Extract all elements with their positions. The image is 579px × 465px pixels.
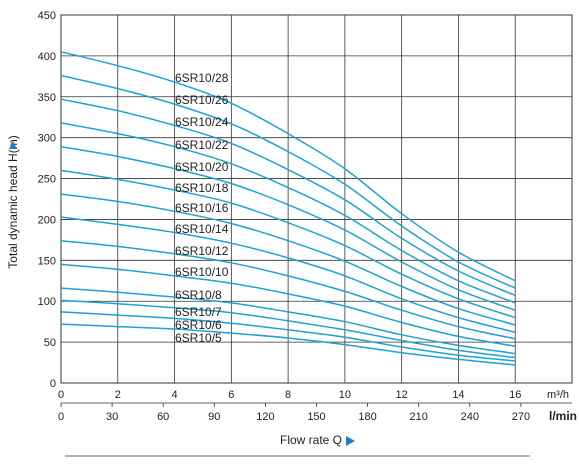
series-label: 6SR10/22 xyxy=(175,138,229,152)
x-tick-label-m3h: 8 xyxy=(285,389,291,401)
curve-6sr10-14 xyxy=(60,216,516,334)
x-tick-label-m3h: 2 xyxy=(115,389,121,401)
curve-6sr10-12 xyxy=(60,239,516,340)
x-tick-label-m3h: 4 xyxy=(171,389,177,401)
x-tick-label-lmin: 30 xyxy=(106,411,118,423)
x-tick-label-lmin: 150 xyxy=(307,411,325,423)
y-tick-label: 450 xyxy=(38,10,56,22)
x-axis-label: Flow rate Q xyxy=(280,433,342,447)
y-axis-label: Total dynamic head H(m) xyxy=(6,135,20,268)
curve-6sr10-8 xyxy=(60,287,516,355)
y-tick-label: 250 xyxy=(38,174,56,186)
curve-6sr10-20 xyxy=(60,145,516,311)
series-label: 6SR10/10 xyxy=(175,265,229,279)
y-tick-label: 0 xyxy=(50,378,56,390)
series-label: 6SR10/7 xyxy=(175,305,222,319)
series-label: 6SR10/26 xyxy=(175,93,229,107)
series-label: 6SR10/24 xyxy=(175,115,229,129)
curve-6sr10-16 xyxy=(60,193,516,326)
curve-6sr10-7 xyxy=(60,299,516,359)
y-tick-label: 300 xyxy=(38,133,56,145)
plot-frame xyxy=(60,14,573,384)
y-tick-label: 200 xyxy=(38,214,56,226)
x-tick-label-lmin: 240 xyxy=(461,411,479,423)
x-unit-secondary: l/min xyxy=(549,409,577,423)
curve-6sr10-26 xyxy=(60,74,516,289)
performance-curves xyxy=(60,51,516,366)
series-label: 6SR10/20 xyxy=(175,160,229,174)
x-tick-label-m3h: 16 xyxy=(509,389,521,401)
y-tick-label: 50 xyxy=(44,337,56,349)
curve-6sr10-28 xyxy=(60,51,516,282)
y-tick-label: 150 xyxy=(38,255,56,267)
series-label: 6SR10/5 xyxy=(175,331,222,345)
series-label: 6SR10/12 xyxy=(175,244,229,258)
series-label: 6SR10/8 xyxy=(175,288,222,302)
x-tick-label-lmin: 60 xyxy=(157,411,169,423)
x-tick-label-lmin: 120 xyxy=(256,411,274,423)
series-label: 6SR10/14 xyxy=(175,222,229,236)
curve-6sr10-22 xyxy=(60,122,516,304)
y-tick-label: 350 xyxy=(38,92,56,104)
curve-6sr10-18 xyxy=(60,169,516,319)
x-tick-label-m3h: 6 xyxy=(228,389,234,401)
curve-6sr10-10 xyxy=(60,263,516,347)
curve-6sr10-24 xyxy=(60,98,516,297)
series-label: 6SR10/6 xyxy=(175,318,222,332)
x-tick-label-m3h: 12 xyxy=(396,389,408,401)
y-tick-label: 400 xyxy=(38,51,56,63)
grid xyxy=(60,14,573,407)
x-axis-arrow-icon xyxy=(346,436,355,446)
x-tick-label-m3h: 10 xyxy=(339,389,351,401)
series-label: 6SR10/16 xyxy=(175,201,229,215)
y-axis-arrow-icon xyxy=(9,141,17,149)
x-tick-label-lmin: 270 xyxy=(512,411,530,423)
x-tick-label-lmin: 0 xyxy=(58,411,64,423)
y-tick-label: 100 xyxy=(38,296,56,308)
series-label: 6SR10/18 xyxy=(175,181,229,195)
x-tick-label-lmin: 210 xyxy=(410,411,428,423)
x-tick-label-lmin: 180 xyxy=(358,411,376,423)
x-tick-label-m3h: 0 xyxy=(58,389,64,401)
x-unit-primary: m³/h xyxy=(547,389,569,401)
curve-6sr10-5 xyxy=(60,323,516,366)
series-label: 6SR10/28 xyxy=(175,71,229,85)
x-tick-label-m3h: 14 xyxy=(452,389,464,401)
series-labels: 6SR10/28 6SR10/26 6SR10/24 6SR10/22 6SR10/20… xyxy=(175,71,229,345)
curve-6sr10-6 xyxy=(60,311,516,362)
x-tick-label-lmin: 90 xyxy=(208,411,220,423)
